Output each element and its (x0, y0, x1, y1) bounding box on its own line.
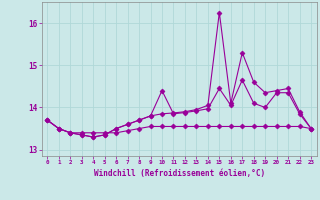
X-axis label: Windchill (Refroidissement éolien,°C): Windchill (Refroidissement éolien,°C) (94, 169, 265, 178)
